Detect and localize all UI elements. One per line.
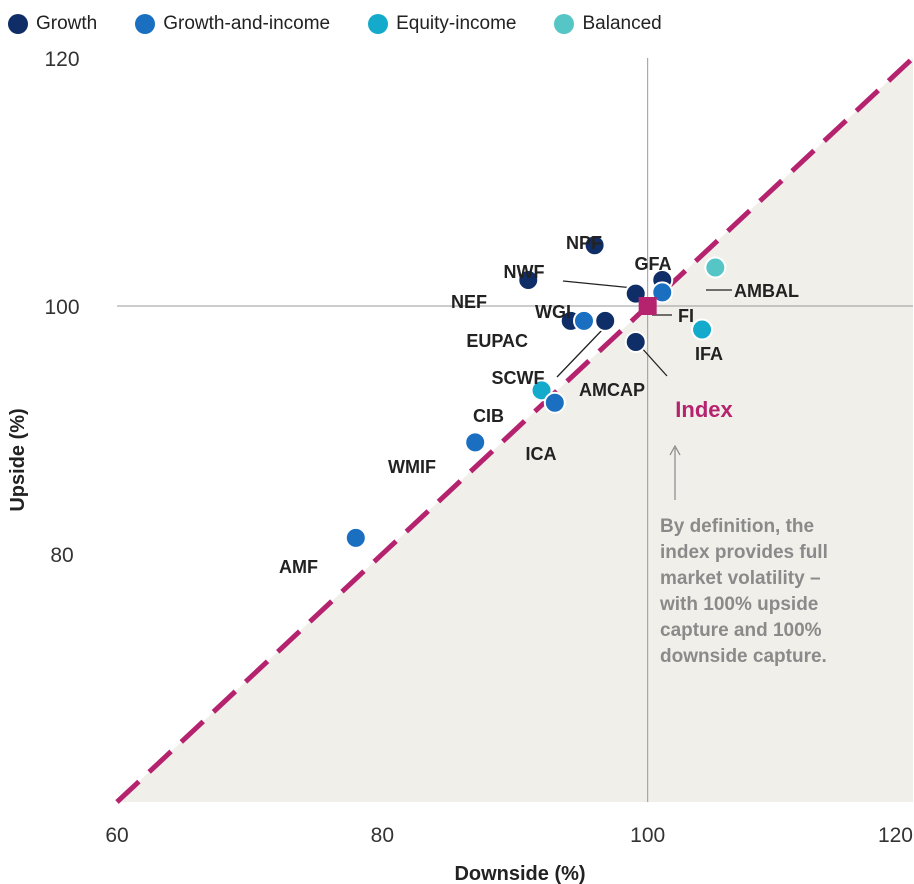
annotation-line: downside capture. [660,646,827,667]
index-label: Index [675,397,733,422]
leader-line [639,345,668,377]
y-tick-label: 120 [44,48,79,71]
annotation-line: capture and 100% [660,620,822,641]
x-tick-label: 60 [105,824,128,847]
point-label: WGI [535,302,571,322]
legend-item: Growth [8,13,97,35]
legend-swatch [135,14,156,34]
x-tick-label: 100 [630,824,665,847]
x-tick-label: 120 [878,824,913,847]
point-label: GFA [634,254,671,274]
data-point [624,330,647,353]
annotation-arrowhead [669,444,681,456]
annotation-line: with 100% upside [659,594,818,615]
point-label: IFA [695,344,723,364]
point-label: NWF [504,262,545,282]
annotation-line: market volatility – [660,568,821,589]
legend-item: Equity-income [368,13,516,35]
point-label: AMF [279,557,318,577]
point-label: WMIF [388,457,436,477]
y-axis-label: Upside (%) [7,408,29,511]
legend-label: Balanced [582,13,662,34]
x-axis-label: Downside (%) [454,863,585,884]
data-point [344,526,367,549]
point-label: ICA [526,444,557,464]
data-point [517,268,540,291]
x-tick-label: 80 [371,824,394,847]
y-tick-label: 80 [50,544,73,567]
legend-swatch [368,14,389,34]
point-label: EUPAC [466,331,528,351]
y-tick-label: 100 [44,296,79,319]
legend-swatch [8,14,28,34]
data-point [651,281,674,304]
data-point [543,391,566,414]
legend-label: Growth-and-income [163,13,331,34]
annotation-line: index provides full [660,542,828,563]
data-point [572,309,595,332]
data-point [530,379,553,402]
point-label: AMBAL [734,281,799,301]
point-label: SCWF [492,368,545,388]
leader-line [562,280,630,289]
legend-label: Growth [36,13,98,34]
point-label: NEF [451,292,487,312]
point-label: AMCAP [579,380,645,400]
legend-item: Growth-and-income [135,13,330,35]
point-label: CIB [473,406,504,426]
data-point [594,309,617,332]
legend-item: Balanced [554,13,662,35]
data-point [583,234,606,257]
annotation-line: By definition, the [660,516,814,537]
index-marker [638,297,657,315]
legend: Growth Growth-and-income Equity-income Bala… [8,10,700,38]
leader-line [556,329,603,378]
diagonal-line [115,56,914,804]
legend-swatch [554,14,575,34]
data-point [704,256,727,279]
legend-label: Equity-income [396,13,517,34]
data-point [464,431,487,454]
data-point [691,318,714,341]
point-label: FI [678,306,694,326]
point-label: NPF [566,233,602,253]
